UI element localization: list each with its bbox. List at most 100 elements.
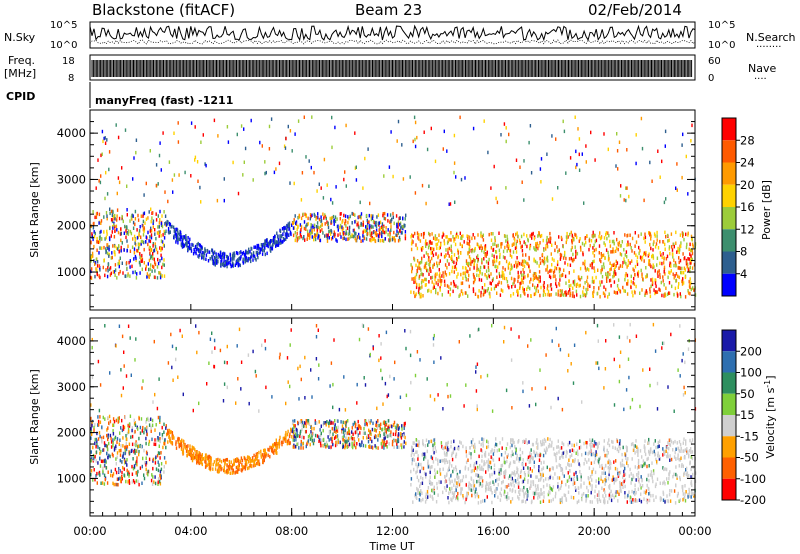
scatter-cell (454, 200, 456, 204)
scatter-cell (207, 458, 210, 463)
scatter-cell (263, 452, 266, 457)
scatter-cell (326, 234, 329, 238)
scatter-cell (524, 242, 527, 246)
scatter-cell (605, 272, 607, 276)
scatter-cell (157, 451, 160, 455)
scatter-cell (260, 243, 263, 247)
scatter-cell (481, 246, 483, 250)
scatter-cell (454, 265, 457, 269)
scatter-cell (182, 236, 184, 241)
scatter-cell (344, 420, 346, 425)
scatter-cell (141, 444, 143, 449)
scatter-cell (139, 431, 142, 435)
scatter-cell (251, 458, 254, 463)
scatter-cell (572, 286, 574, 290)
scatter-cell (340, 235, 342, 239)
scatter-cell (683, 237, 685, 242)
scatter-cell (332, 442, 334, 447)
scatter-cell (439, 276, 441, 280)
scatter-cell (635, 478, 637, 482)
scatter-cell (685, 232, 687, 237)
scatter-cell (378, 228, 380, 232)
scatter-cell (520, 273, 523, 277)
scatter-cell (132, 177, 134, 181)
scatter-cell (103, 482, 106, 486)
scatter-cell (145, 463, 147, 467)
scatter-cell (632, 281, 634, 285)
scatter-cell (583, 201, 585, 205)
scatter-cell (554, 248, 556, 253)
scatter-cell (455, 465, 457, 469)
scatter-cell (275, 242, 278, 247)
scatter-cell (396, 442, 398, 446)
scatter-cell (582, 293, 584, 298)
scatter-cell (655, 242, 658, 246)
scatter-cell (145, 450, 148, 455)
scatter-cell (599, 283, 602, 287)
scatter-cell (297, 119, 300, 123)
scatter-cell (161, 425, 163, 430)
scatter-cell (556, 262, 559, 267)
scatter-cell (384, 217, 387, 221)
scatter-cell (362, 238, 364, 243)
scatter-cell (553, 270, 555, 275)
scatter-cell (533, 276, 535, 280)
scatter-cell (348, 236, 350, 241)
scatter-cell (337, 438, 339, 442)
scatter-cell (544, 292, 547, 297)
scatter-cell (517, 293, 519, 297)
scatter-cell (326, 444, 329, 448)
scatter-cell (485, 260, 488, 264)
scatter-cell (168, 434, 170, 439)
scatter-cell (185, 449, 188, 453)
scatter-cell (461, 236, 463, 241)
scatter-cell (566, 231, 568, 236)
scatter-cell (154, 275, 156, 280)
scatter-cell (624, 253, 626, 257)
scatter-cell (161, 433, 164, 437)
scatter-cell (109, 211, 111, 216)
scatter-cell (685, 245, 688, 250)
scatter-cell (684, 275, 687, 280)
scatter-cell (125, 235, 127, 240)
scatter-cell (273, 448, 275, 453)
scatter-cell (277, 441, 279, 446)
scatter-cell (381, 445, 383, 449)
scatter-cell (448, 459, 451, 464)
scatter-cell (282, 237, 285, 241)
scatter-cell (259, 247, 261, 251)
scatter-cell (633, 276, 635, 281)
scatter-cell (326, 420, 328, 424)
scatter-cell (137, 479, 139, 484)
scatter-cell (101, 425, 103, 429)
scatter-cell (118, 449, 120, 453)
scatter-cell (663, 265, 666, 270)
scatter-cell (128, 260, 130, 265)
scatter-cell (92, 445, 94, 450)
scatter-cell (105, 466, 107, 470)
scatter-cell (582, 285, 585, 290)
scatter-cell (96, 260, 99, 264)
scatter-cell (521, 488, 523, 492)
scatter-cell (191, 448, 193, 453)
scatter-cell (112, 214, 114, 218)
scatter-cell (133, 156, 135, 160)
scatter-cell (332, 214, 335, 219)
scatter-cell (192, 243, 194, 247)
scatter-cell (99, 180, 102, 185)
scatter-cell (232, 462, 235, 467)
scatter-cell (520, 234, 523, 239)
scatter-cell (630, 472, 632, 476)
scatter-cell (627, 279, 629, 283)
scatter-cell (619, 461, 622, 466)
scatter-cell (414, 191, 417, 195)
scatter-cell (95, 212, 98, 216)
scatter-cell (472, 272, 475, 277)
scatter-cell (92, 226, 95, 230)
scatter-cell (317, 212, 319, 216)
scatter-cell (344, 439, 346, 444)
scatter-cell (273, 170, 276, 175)
scatter-cell (286, 439, 289, 444)
scatter-cell (132, 457, 134, 461)
scatter-cell (451, 250, 453, 254)
